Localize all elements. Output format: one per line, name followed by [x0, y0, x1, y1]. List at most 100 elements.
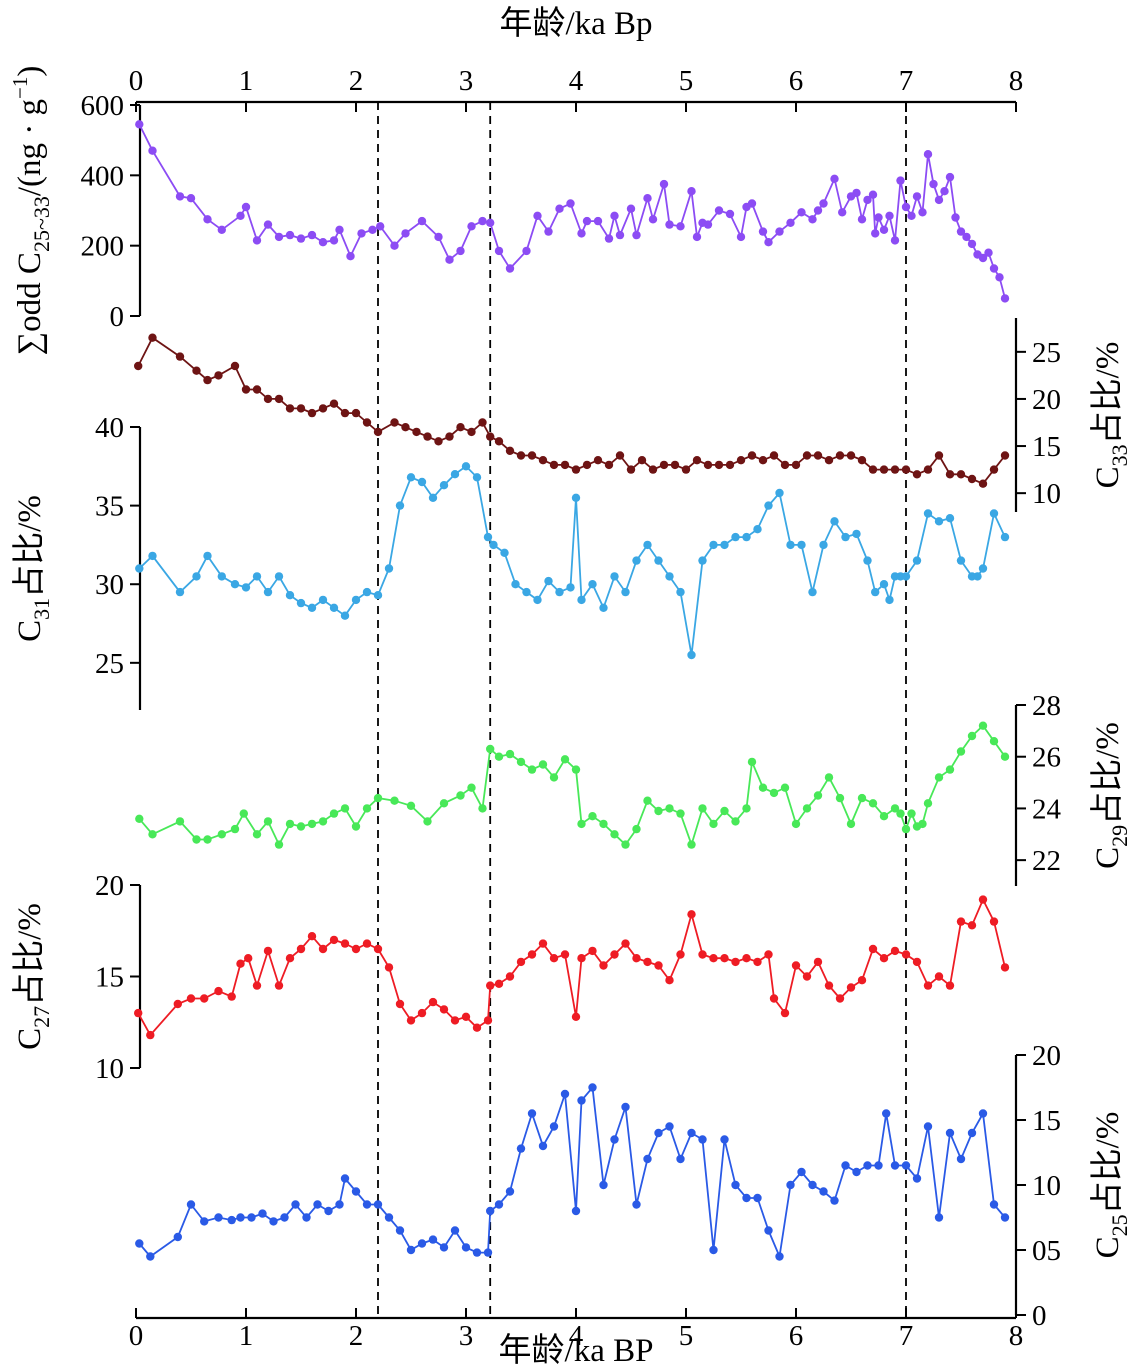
c31-point: [373, 591, 383, 600]
c27-point: [610, 950, 619, 959]
c29-y-tick-label: 28: [1032, 690, 1061, 722]
sum_odd-point: [417, 216, 427, 226]
c27-point: [901, 950, 911, 959]
c33-point: [478, 418, 487, 427]
c25-point: [923, 1122, 933, 1131]
c29-point: [742, 804, 751, 813]
c31-point: [956, 556, 966, 565]
top-x-tick-label: 2: [349, 65, 364, 97]
c33-point: [736, 456, 746, 465]
c25-point: [687, 1128, 696, 1138]
sum_odd-point: [786, 218, 795, 227]
c27-point: [384, 963, 394, 972]
sum_odd-point: [357, 229, 366, 238]
c27-point: [351, 944, 361, 954]
sum_odd-point: [376, 222, 385, 231]
c27-point: [665, 976, 674, 985]
sum_odd-point: [736, 232, 746, 242]
c31-point: [588, 580, 597, 589]
c33-point: [175, 352, 185, 361]
c25-point: [428, 1235, 438, 1244]
c33-point: [445, 432, 454, 441]
bottom-x-tick-label: 6: [789, 1320, 804, 1352]
c31-point: [274, 572, 284, 581]
c33-point: [989, 465, 999, 474]
c29-point: [486, 744, 495, 754]
c33-point: [802, 451, 812, 460]
c31-series-line: [138, 465, 1006, 656]
c31-point: [742, 532, 751, 542]
c33-point: [192, 366, 201, 375]
sum_odd-point: [747, 199, 757, 208]
c29-point: [698, 804, 707, 813]
c29-point: [307, 819, 317, 829]
c27-point: [632, 954, 641, 963]
c33-point: [351, 408, 361, 418]
c31-point: [901, 572, 911, 581]
c33-point: [527, 451, 537, 460]
c25-series-line: [138, 1085, 1006, 1260]
c33-point: [373, 427, 383, 437]
c31-point: [577, 595, 586, 605]
c29-point: [285, 819, 295, 829]
c31-point: [307, 603, 317, 612]
c31-point: [863, 556, 872, 565]
c33-point: [307, 408, 317, 418]
c25-point: [505, 1187, 515, 1196]
c27-point: [538, 939, 548, 948]
c25-point: [483, 1248, 493, 1257]
c33-ylabel-sub: 33: [1107, 444, 1132, 466]
c25-point: [269, 1217, 278, 1226]
c31-point: [439, 481, 449, 490]
c33-point: [890, 465, 900, 474]
c25-point: [956, 1154, 966, 1164]
sum_odd-point: [871, 229, 880, 238]
c29-point: [956, 747, 966, 756]
c33-point: [835, 451, 845, 460]
c31-point: [522, 587, 531, 597]
top-x-axis-title: 年龄/ka Bp: [499, 5, 652, 42]
top-x-tick-label: 4: [569, 65, 584, 97]
c25-point: [654, 1128, 663, 1138]
c33-point: [923, 465, 933, 474]
c31-y-tick-label: 30: [95, 569, 124, 601]
sum_odd-point: [296, 234, 306, 243]
c33-point: [214, 371, 223, 380]
c31-ylabel-main: C: [12, 620, 48, 642]
c25-point: [527, 1109, 537, 1118]
c33-point: [203, 375, 212, 385]
c25-ylabel-main: C: [1090, 1236, 1126, 1258]
c29-point: [390, 796, 399, 805]
c27-point: [486, 981, 495, 990]
bottom-x-tick-label: 3: [459, 1320, 474, 1352]
c29-ylabel-main: C: [1090, 847, 1126, 869]
c31-y-tick-label: 40: [95, 412, 124, 444]
sum_odd-point: [445, 255, 454, 264]
sum_odd-y-tick-label: 400: [81, 160, 125, 192]
c25-point: [632, 1200, 641, 1209]
c25-point: [720, 1135, 729, 1144]
sum_odd-point: [758, 227, 768, 236]
sum_odd-point: [665, 220, 674, 229]
c25-point: [852, 1167, 861, 1177]
sum_odd-point: [593, 216, 603, 226]
c31-point: [351, 595, 361, 605]
c31-point: [544, 576, 553, 586]
sum_odd-point: [610, 211, 619, 220]
c33-point: [362, 418, 372, 427]
c27-point: [146, 1030, 155, 1040]
c25-point: [808, 1180, 817, 1190]
c25-point: [912, 1174, 922, 1183]
c29-point: [879, 812, 889, 821]
sum_odd-point: [186, 194, 196, 203]
sum_odd-ylabel-main: ∑odd C: [12, 252, 48, 355]
c25-point: [417, 1239, 427, 1248]
sum_odd-point: [252, 236, 262, 245]
c25-point: [384, 1213, 394, 1222]
c31-point: [148, 551, 157, 561]
sum_odd-point: [236, 211, 245, 220]
sum_odd-point: [643, 194, 652, 203]
c31-point: [819, 540, 828, 550]
c27-point: [742, 954, 751, 963]
